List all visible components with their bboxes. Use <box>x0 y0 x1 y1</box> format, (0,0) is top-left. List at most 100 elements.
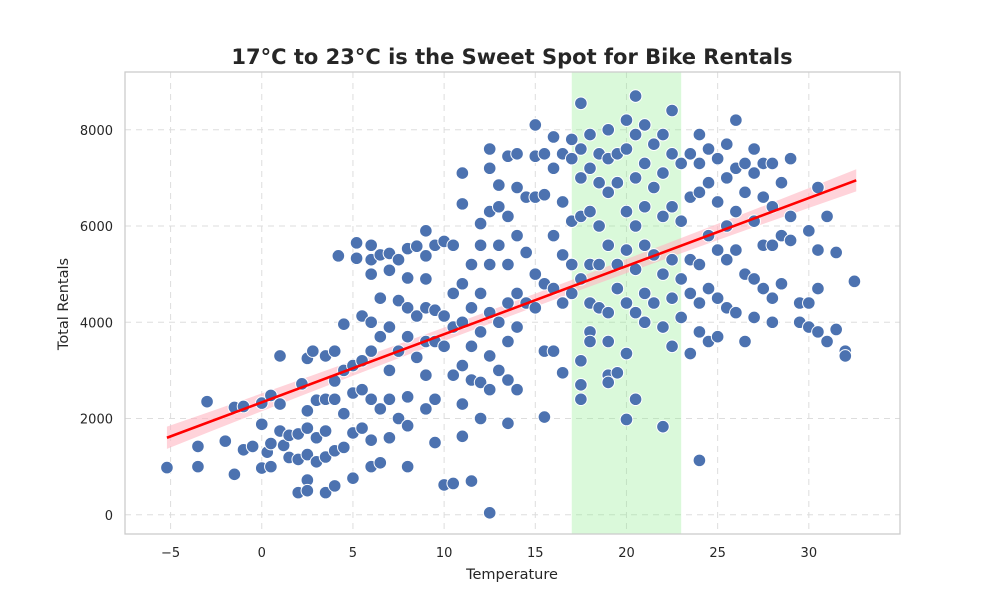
x-tick-label: 5 <box>349 546 357 561</box>
data-point <box>729 113 743 127</box>
data-point <box>692 156 707 171</box>
data-point <box>847 274 862 289</box>
data-point <box>437 309 451 323</box>
data-point <box>656 166 670 180</box>
data-point <box>710 243 725 257</box>
data-point <box>160 460 174 475</box>
data-point <box>564 151 579 166</box>
data-point <box>564 257 579 272</box>
x-tick-label: 0 <box>258 546 266 561</box>
regression-line <box>166 179 857 439</box>
data-point <box>446 368 461 382</box>
data-point <box>656 209 670 224</box>
data-point <box>601 375 616 390</box>
data-point <box>510 228 524 243</box>
data-point <box>692 257 707 272</box>
data-point <box>829 245 843 260</box>
x-tick-label: −5 <box>161 546 180 561</box>
data-point <box>382 430 397 445</box>
data-point <box>510 180 524 195</box>
data-point <box>327 479 342 493</box>
data-point <box>555 365 570 380</box>
data-point <box>692 127 707 142</box>
data-point <box>811 325 825 339</box>
data-point <box>337 440 351 455</box>
data-point <box>227 467 242 482</box>
data-point <box>391 293 406 308</box>
data-point <box>592 257 606 272</box>
data-point <box>665 147 679 161</box>
data-point <box>637 156 652 171</box>
data-point <box>331 249 346 263</box>
x-tick-label: 10 <box>436 546 453 561</box>
data-point <box>701 175 716 190</box>
data-point <box>355 421 369 435</box>
data-point <box>656 267 670 281</box>
data-point <box>373 402 388 416</box>
data-point <box>264 459 278 474</box>
data-point <box>428 392 442 407</box>
data-point <box>665 291 679 305</box>
data-point <box>747 166 761 180</box>
data-point <box>473 286 488 301</box>
data-point <box>765 315 780 330</box>
data-point <box>455 276 470 291</box>
x-axis-label: Temperature <box>465 567 558 583</box>
data-point <box>783 209 798 224</box>
data-point <box>610 365 625 380</box>
data-point <box>628 219 643 233</box>
data-point <box>628 89 643 103</box>
data-point <box>765 291 780 305</box>
data-point <box>583 204 597 219</box>
data-point <box>628 127 643 142</box>
data-point <box>555 296 570 310</box>
data-point <box>355 382 369 397</box>
data-point <box>729 305 743 320</box>
data-point <box>364 392 378 407</box>
data-point <box>637 238 652 253</box>
data-point <box>191 459 205 474</box>
data-point <box>419 368 433 382</box>
data-point <box>419 224 433 238</box>
x-tick-labels: −5 0 5 10 15 20 25 30 <box>161 546 817 561</box>
data-point <box>802 224 816 238</box>
y-tick-label: 8000 <box>80 124 113 139</box>
x-tick-label: 15 <box>527 546 544 561</box>
data-point <box>783 233 798 248</box>
data-point <box>218 434 233 448</box>
data-point <box>619 142 634 156</box>
data-point <box>637 199 652 214</box>
data-point <box>409 239 424 254</box>
data-point <box>637 118 652 132</box>
data-point <box>601 305 616 320</box>
data-point <box>492 178 506 192</box>
data-point <box>373 455 388 470</box>
data-point <box>765 156 780 171</box>
data-point <box>619 346 634 361</box>
data-point <box>647 137 661 151</box>
data-point <box>191 439 205 454</box>
data-point <box>619 204 634 219</box>
data-point <box>510 320 524 334</box>
y-tick-label: 4000 <box>80 316 113 331</box>
data-point <box>482 161 497 176</box>
data-point <box>455 166 470 180</box>
data-point <box>273 349 287 363</box>
y-tick-labels: 0 2000 4000 6000 8000 <box>80 124 113 524</box>
data-point <box>601 185 616 200</box>
data-point <box>747 272 761 286</box>
data-point <box>528 118 543 132</box>
data-point <box>528 301 543 315</box>
data-point <box>628 392 643 407</box>
data-point <box>719 171 734 185</box>
data-point <box>200 394 214 409</box>
data-point <box>601 334 616 349</box>
x-tick-label: 30 <box>801 546 818 561</box>
data-point <box>537 147 552 161</box>
data-point <box>820 334 834 349</box>
data-point <box>756 190 771 204</box>
data-point <box>501 209 515 224</box>
data-point <box>264 436 278 451</box>
data-point <box>473 325 488 339</box>
